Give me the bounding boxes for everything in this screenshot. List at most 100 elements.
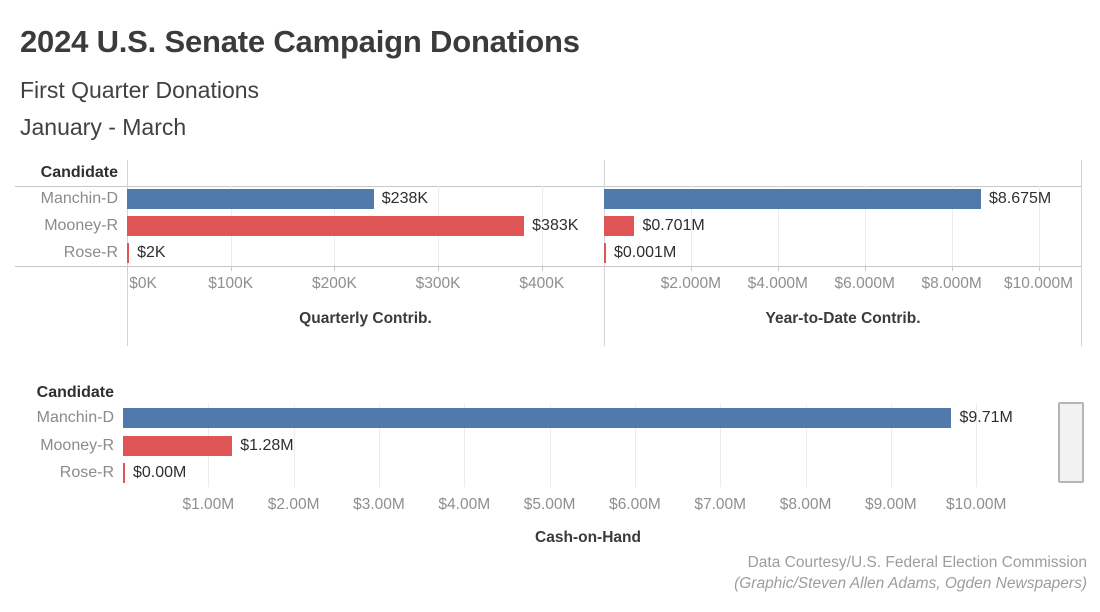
x-axis-ticks: $1.00M $2.00M $3.00M $4.00M $5.00M $6.00M $7.0… (123, 487, 1053, 517)
tick-mark (334, 266, 336, 271)
gridline (378, 404, 380, 487)
bar-value-label-mooney-r: $1.28M (240, 436, 294, 454)
tick-mark (777, 266, 779, 271)
tick-label: $7.00M (694, 496, 747, 513)
gridline (976, 404, 978, 487)
row-label-rose-r: Rose-R (63, 243, 118, 261)
tick-label: $8.000M (921, 275, 982, 292)
tick-label: $9.00M (865, 496, 917, 513)
tick-label: $2.00M (267, 496, 320, 513)
credits: Data Courtesy/U.S. Federal Election Comm… (734, 552, 1087, 594)
row-label-manchin-d: Manchin-D (36, 408, 114, 426)
right-border-line (1081, 160, 1082, 346)
tick-mark (230, 266, 232, 271)
top-chart-block: Candidate Manchin-D Mooney-R Rose-R $238K $… (15, 160, 1082, 346)
tick-label: $6.000M (834, 275, 895, 292)
bar-value-label-rose-r: $0.001M (614, 243, 677, 261)
quarterly-contrib-chart: $238K $383K $2K $0K $100K $200K $300K $400K Qu… (127, 160, 604, 346)
bar-manchin-d[interactable] (127, 189, 374, 210)
tick-label: $300K (415, 275, 461, 292)
data-source-credit: Data Courtesy/U.S. Federal Election Comm… (747, 554, 1087, 571)
gridline (690, 186, 692, 266)
bar-rose-r[interactable] (123, 463, 125, 484)
gridline (864, 186, 866, 266)
page-title: 2024 U.S. Senate Campaign Donations (20, 24, 580, 59)
tick-label: $100K (208, 275, 254, 292)
gridline (951, 186, 953, 266)
year-to-date-contrib-chart: $8.675M $0.701M $0.001M $2.000M $4.000M $6.0… (604, 160, 1082, 346)
gridline (464, 404, 466, 487)
bar-mooney-r[interactable] (127, 216, 525, 236)
gridline (805, 404, 807, 487)
tick-label: $3.00M (353, 496, 405, 513)
tick-label: $10.00M (946, 496, 1007, 513)
bar-value-label-manchin-d: $8.675M (988, 190, 1052, 208)
gridline (634, 404, 636, 487)
candidate-label-column: Candidate Manchin-D Mooney-R Rose-R (15, 160, 127, 266)
tick-mark (541, 266, 543, 271)
bar-row-rose-r: $2K (127, 239, 604, 266)
tick-mark (127, 266, 128, 271)
tick-label: $0K (129, 275, 157, 292)
bar-row-rose-r: $0.001M (604, 239, 1082, 266)
row-label-mooney-r: Mooney-R (44, 217, 118, 234)
bar-manchin-d[interactable] (604, 189, 981, 210)
graphic-author-credit: (Graphic/Steven Allen Adams, Ogden Newsp… (734, 575, 1087, 592)
x-axis-ticks: $0K $100K $200K $300K $400K (127, 266, 604, 300)
bar-value-label-manchin-d: $9.71M (959, 408, 1013, 426)
plot-area: $238K $383K $2K (127, 186, 604, 266)
plot-area: $9.71M $1.28M $0.00M (123, 404, 1053, 487)
bar-value-label-manchin-d: $238K (381, 190, 429, 208)
bar-rose-r[interactable] (127, 242, 130, 263)
tick-mark (438, 266, 440, 271)
tick-mark (951, 266, 953, 271)
bar-row-mooney-r: $1.28M (123, 432, 1053, 460)
row-label-manchin-d: Manchin-D (40, 190, 118, 208)
x-axis-title: Quarterly Contrib. (299, 310, 432, 327)
bar-value-label-mooney-r: $0.701M (642, 217, 705, 234)
tick-mark (864, 266, 866, 271)
gridline (293, 404, 295, 487)
candidate-label-column: Candidate Manchin-D Mooney-R Rose-R (15, 382, 123, 487)
row-label-mooney-r: Mooney-R (40, 436, 114, 454)
bar-manchin-d[interactable] (123, 407, 952, 428)
gridline (549, 404, 551, 487)
tick-label: $200K (311, 275, 357, 292)
tick-label: $400K (519, 275, 565, 292)
gridline (720, 404, 722, 487)
bar-row-manchin-d: $238K (127, 186, 604, 213)
tick-label: $4.00M (438, 496, 491, 513)
tick-label: $10.000M (1004, 275, 1074, 292)
plot-area: $8.675M $0.701M $0.001M (604, 186, 1082, 266)
candidate-row-labels: Manchin-D Mooney-R Rose-R (15, 404, 123, 487)
bottom-chart-block: Candidate Manchin-D Mooney-R Rose-R $9.71M… (15, 382, 1085, 560)
x-axis-ticks: $2.000M $4.000M $6.000M $8.000M $10.000M (604, 266, 1082, 300)
tick-label: $4.000M (747, 275, 808, 292)
cash-on-hand-chart: $9.71M $1.28M $0.00M $1.00M $2.00M $3.00M $4.… (123, 382, 1053, 560)
bar-row-rose-r: $0.00M (123, 459, 1053, 487)
bar-row-mooney-r: $0.701M (604, 213, 1082, 240)
bar-row-mooney-r: $383K (127, 213, 604, 240)
tick-mark (690, 266, 692, 271)
vertical-scrollbar-thumb[interactable] (1058, 402, 1084, 483)
x-axis-title: Cash-on-Hand (535, 529, 641, 546)
tick-mark (1038, 266, 1040, 271)
bar-row-manchin-d: $8.675M (604, 186, 1082, 213)
candidate-column-header: Candidate (40, 164, 118, 181)
gridline (777, 186, 779, 266)
x-axis-title: Year-to-Date Contrib. (765, 310, 921, 327)
bar-mooney-r[interactable] (604, 216, 635, 236)
bar-mooney-r[interactable] (123, 435, 233, 456)
candidate-column-header: Candidate (36, 384, 114, 401)
row-label-rose-r: Rose-R (59, 464, 114, 482)
gridline (1038, 186, 1040, 266)
axis-line (15, 266, 1082, 267)
bar-value-label-rose-r: $0.00M (133, 464, 187, 482)
bar-value-label-mooney-r: $383K (532, 217, 579, 234)
gridline (541, 186, 543, 266)
bar-rose-r[interactable] (604, 242, 606, 263)
bar-value-label-rose-r: $2K (137, 243, 166, 261)
header-divider-line (15, 186, 1082, 187)
page-subtitle-dates: January - March (20, 114, 187, 140)
